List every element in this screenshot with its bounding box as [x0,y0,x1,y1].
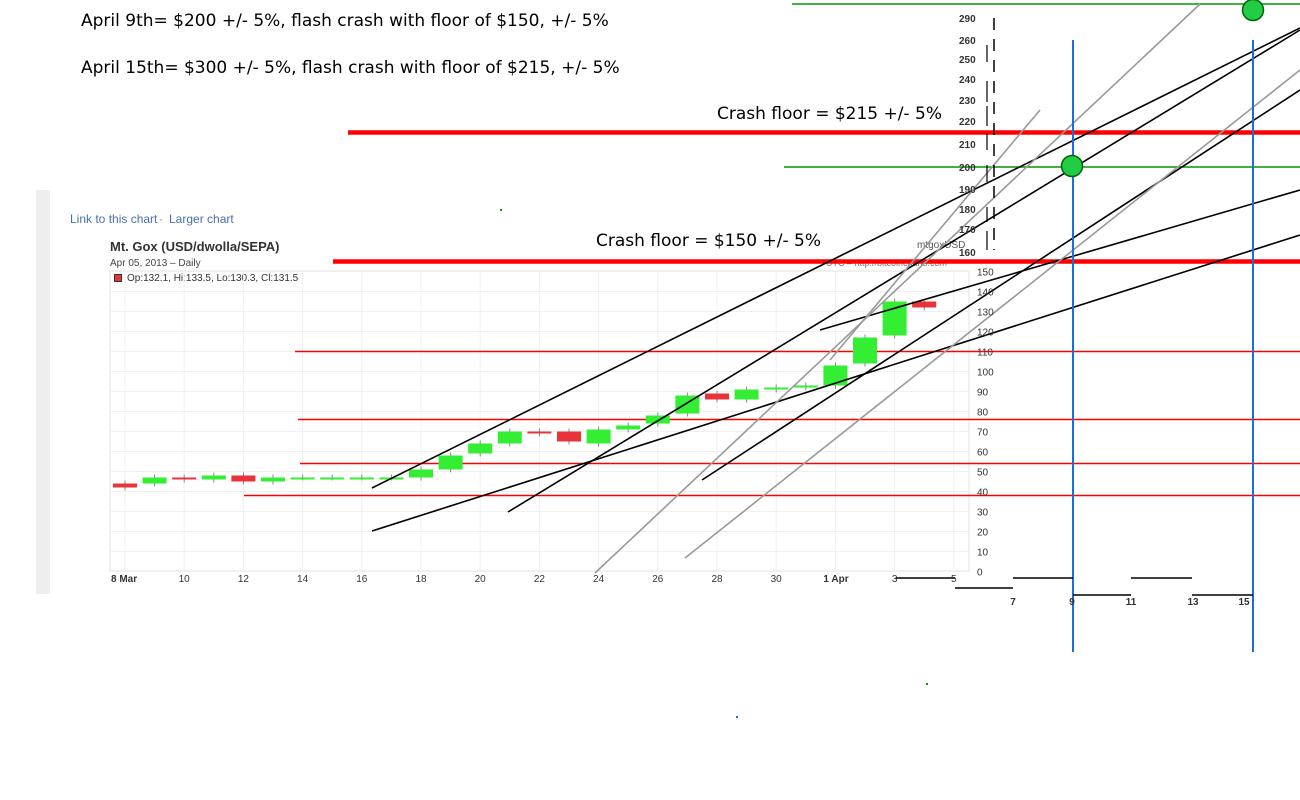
annotation-april-9: April 9th= $200 +/- 5%, flash crash with… [81,11,609,31]
x-tick-label: 24 [593,574,605,585]
candle [912,301,937,308]
y-tick-label: 10 [977,548,989,559]
crash-floor-label-215: Crash floor = $215 +/- 5% [717,104,943,124]
y-ext-tick-label: 260 [959,36,976,47]
crash-floor-label-150: Crash floor = $150 +/- 5% [596,231,822,251]
x-tick-label: 22 [534,574,546,585]
candle [320,477,345,480]
trend-line-black [371,27,1300,489]
candle [468,443,493,454]
x-ext-tick-label: 7 [1010,597,1016,608]
x-tick-label: 30 [771,574,783,585]
candle [616,425,641,430]
candle [172,477,197,480]
x-tick-label: 5 [951,574,957,585]
y-tick-label: 130 [977,308,994,319]
candle [409,469,433,478]
candle [497,431,522,444]
candle [793,385,818,388]
y-tick-label: 80 [977,408,989,419]
y-tick-label: 40 [977,488,989,499]
x-tick-label: 26 [652,574,664,585]
y-tick-label: 110 [977,348,993,359]
candle [586,429,611,444]
x-tick-label: 28 [711,574,723,585]
candle [290,477,315,480]
y-ext-tick-label: 180 [959,205,976,216]
y-tick-label: 20 [977,528,989,539]
trend-line-gray [829,109,1041,361]
y-ext-tick-label: 220 [959,117,976,128]
candle [113,483,137,488]
candle [882,301,907,336]
candle [261,477,285,482]
candle [349,477,374,480]
x-tick-label: 20 [475,574,487,585]
x-tick-label: 1 Apr [823,574,848,585]
candle [705,393,729,400]
candle [734,389,759,400]
candle [853,337,877,364]
x-tick-label: 14 [297,574,309,585]
candle [438,455,463,470]
y-tick-label: 60 [977,448,989,459]
x-ext-tick-label: 13 [1187,597,1199,608]
x-tick-label: 18 [415,574,427,585]
chart-symbol: mtgoxUSD [917,240,966,251]
y-tick-label: 140 [977,288,994,299]
candle [231,475,256,482]
y-ext-tick-label: 190 [959,185,976,196]
y-ext-tick-label: 290 [959,14,976,25]
trend-line-gray [594,3,1201,574]
annotation-april-15: April 15th= $300 +/- 5%, flash crash wit… [81,58,620,78]
y-ext-tick-label: 210 [959,140,976,151]
x-tick-label: 3 [892,574,898,585]
y-tick-label: 0 [977,568,983,579]
y-ext-tick-label: 230 [959,96,976,107]
stray-dot [926,683,928,685]
y-ext-tick-label: 170 [959,225,976,236]
target-marker [1241,0,1265,22]
candle [527,431,552,434]
y-ext-tick-label: 160 [959,248,976,259]
y-tick-label: 50 [977,468,989,479]
candle [764,387,789,390]
stray-dot [500,209,502,211]
y-tick-label: 120 [977,328,994,339]
x-ext-tick-label: 15 [1238,597,1250,608]
larger-chart-link[interactable]: Larger chart [169,212,234,226]
y-tick-label: 90 [977,388,989,399]
left-side-panel [36,190,50,594]
candle [201,475,226,480]
y-ext-tick-label: 200 [959,163,976,174]
stray-dot [736,716,738,718]
candle [645,415,670,424]
x-tick-label: 16 [356,574,368,585]
candle [142,477,167,484]
trend-line-gray [684,69,1300,559]
y-ext-tick-label: 250 [959,55,976,66]
ohlc-legend-swatch [114,274,122,282]
ohlc-readout: Op:132.1, Hi:133.5, Lo:130.3, Cl:131.5 [127,273,299,284]
x-tick-label: 10 [179,574,191,585]
y-tick-label: 70 [977,428,989,439]
x-tick-label: 12 [238,574,250,585]
trend-line-black [371,234,1300,532]
x-ext-tick-label: 9 [1069,597,1075,608]
y-tick-label: 30 [977,508,989,519]
x-ext-tick-label: 11 [1126,597,1137,608]
chart-subtitle: Apr 05, 2013 – Daily [110,258,201,269]
x-tick-label: 8 Mar [111,574,137,585]
y-tick-label: 100 [977,368,994,379]
link-to-chart[interactable]: Link to this chart [70,212,158,226]
y-tick-label: 150 [977,268,994,279]
candle [557,431,581,442]
trend-line-black [701,89,1300,481]
target-marker [1060,154,1084,178]
chart-title: Mt. Gox (USD/dwolla/SEPA) [110,239,280,254]
link-separator: · [159,212,163,226]
y-ext-tick-label: 240 [959,75,976,86]
